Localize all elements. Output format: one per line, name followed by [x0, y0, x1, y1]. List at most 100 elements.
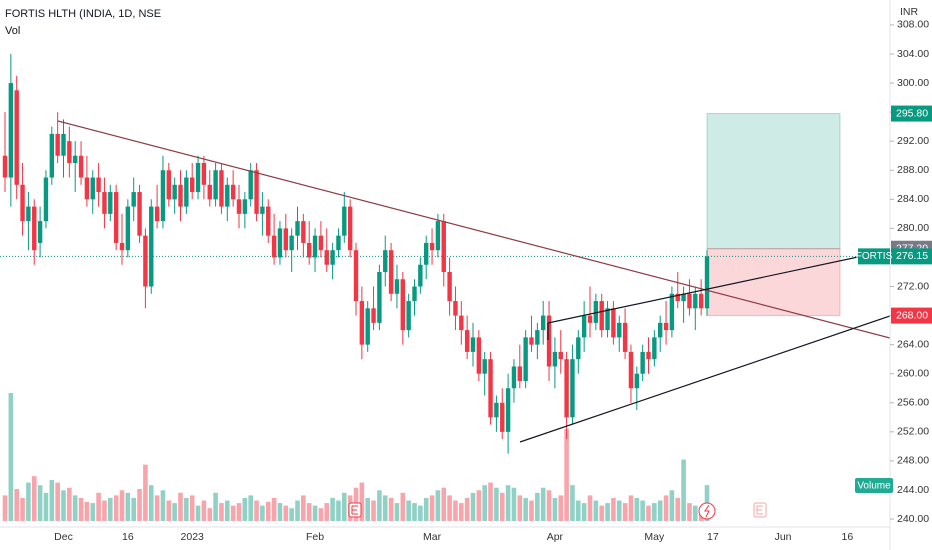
volume-bar [301, 495, 306, 521]
candle-body [336, 235, 341, 251]
volume-bar [61, 490, 66, 521]
candle-body [663, 322, 669, 331]
candle-body [49, 133, 54, 178]
trend-line [57, 120, 891, 339]
volume-bar [78, 497, 84, 521]
candle-body [400, 279, 405, 331]
candle-body [131, 192, 136, 207]
candle-body [388, 250, 394, 294]
volume-bar [254, 500, 259, 521]
candle-body [43, 177, 49, 222]
volume-bar [499, 492, 505, 521]
volume-bar [540, 487, 546, 521]
candle-body [371, 308, 376, 323]
target-label: 295.80 [896, 107, 928, 119]
candle-body [552, 351, 558, 367]
candle-body [383, 250, 388, 272]
volume-bar [102, 500, 107, 521]
candle-body [307, 242, 312, 258]
earnings-icon-glyph [351, 505, 358, 515]
y-tick-label: 280.00 [897, 222, 929, 234]
candle-body [154, 206, 160, 222]
volume-bar [230, 505, 236, 521]
volume-bar [593, 500, 599, 521]
volume-bar [108, 497, 113, 521]
volume-bar [189, 495, 195, 521]
volume-bar [295, 500, 300, 521]
volume-bar [365, 497, 370, 521]
last-price-tag [891, 248, 932, 265]
candle-body [20, 184, 25, 222]
loss-zone [706, 248, 841, 317]
candle-body [646, 351, 651, 360]
candle-body [184, 177, 189, 207]
x-tick-label: 16 [842, 531, 854, 543]
volume-bar [505, 485, 511, 521]
volume-bar [412, 503, 417, 521]
x-tick-label: 16 [122, 531, 134, 543]
y-tick-label: 284.00 [897, 193, 929, 205]
volume-bar [488, 482, 493, 521]
volume-bar [570, 485, 575, 521]
candle-body [640, 351, 645, 374]
y-tick-label: 248.00 [897, 455, 929, 467]
volume-bar [482, 485, 487, 521]
chart-title: FORTIS HLTH (INDIA, 1D, NSE [5, 8, 161, 20]
candle-body [353, 250, 359, 302]
volume-bar [558, 495, 564, 521]
volume-bar [599, 505, 604, 521]
candle-body [342, 206, 347, 236]
volume-bar [552, 497, 558, 521]
candle-body [143, 235, 148, 287]
candle-body [295, 221, 300, 236]
candle-body [166, 170, 171, 200]
volume-bar [663, 495, 669, 521]
volume-bar [652, 503, 657, 521]
target-tag [891, 105, 932, 122]
volume-bar [476, 490, 482, 521]
volume-bar [459, 503, 464, 521]
candle-body [190, 177, 195, 193]
symbol-tag [858, 248, 890, 265]
y-tick-label: 264.00 [897, 338, 929, 350]
volume-bar [248, 495, 253, 521]
candle-body [681, 293, 686, 302]
volume-bar [657, 500, 663, 521]
volume-bar [382, 495, 388, 521]
symbol-label: FORTIS [856, 251, 893, 262]
candle-body [412, 286, 417, 302]
volume-bar [20, 497, 25, 521]
volume-bar [464, 497, 470, 521]
volume-bar [605, 503, 610, 521]
candle-body [301, 221, 306, 243]
y-tick-label: 292.00 [897, 135, 929, 147]
candle-body [96, 177, 101, 193]
volume-tag [855, 478, 893, 493]
volume-bar [535, 492, 540, 521]
volume-bar [634, 497, 640, 521]
volume-bar [336, 500, 341, 521]
volume-bar [242, 497, 248, 521]
candle-body [254, 170, 259, 214]
dividend-icon-glyph [704, 504, 710, 518]
candle-body [67, 141, 72, 163]
stop-label: 268.00 [896, 309, 928, 321]
candle-body [605, 308, 610, 331]
candle-body [570, 359, 575, 418]
candle-body [365, 308, 370, 345]
candle-body [289, 235, 294, 251]
volume-bar [225, 500, 230, 521]
candle-body [704, 256, 710, 309]
candle-body [195, 162, 201, 193]
candle-body [236, 199, 242, 214]
volume-bar [447, 495, 452, 521]
candle-body [8, 83, 14, 178]
volume-bar [271, 497, 277, 521]
volume-title: Vol [5, 25, 20, 37]
volume-bar [675, 497, 681, 521]
x-tick-label: Mar [423, 531, 442, 543]
candle-body [271, 235, 277, 258]
candle-body [201, 162, 207, 185]
candle-body [505, 388, 511, 432]
